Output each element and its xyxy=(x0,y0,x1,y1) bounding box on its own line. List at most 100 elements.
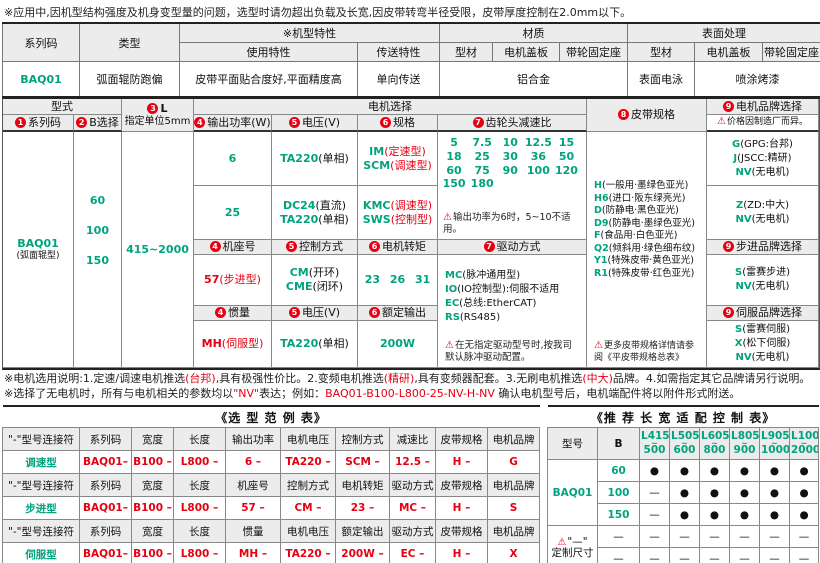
rec-cell: ● xyxy=(729,481,760,504)
rec-cell: ● xyxy=(788,503,820,526)
rec-header-l6: L1005~2000 xyxy=(788,427,820,460)
drive-mode-cell: MC(脉冲通用型) IO(IO控制型):伺服不适用 EC(总线:EtherCAT… xyxy=(438,255,587,368)
ex-h: 皮带规格 xyxy=(435,519,488,543)
ex-v: BAQ01– xyxy=(79,450,132,474)
header-output-power: 4 输出功率(W) xyxy=(194,115,272,132)
rec-header-l3: L605 ~800 xyxy=(699,427,730,460)
header-material: 材质 xyxy=(438,22,629,43)
warning-icon: ⚠ xyxy=(717,116,726,128)
header-motor-selection: 电机选择 xyxy=(194,99,587,115)
ex-v: MC – xyxy=(389,496,436,520)
ex-h: 长度 xyxy=(173,519,226,543)
rec-cell: ● xyxy=(669,459,700,482)
rec-cell: — xyxy=(669,525,700,548)
ex-v: L800 – xyxy=(173,496,226,520)
rec-b: — xyxy=(597,525,640,548)
ex-v: TA220 – xyxy=(280,450,336,474)
rec-cell: — xyxy=(729,525,760,548)
rec-b: 150 xyxy=(597,503,640,526)
ex-h: 控制方式 xyxy=(335,427,390,451)
header-machine-feature: ※机型特性 xyxy=(179,22,440,43)
header-motor-cover-2: 电机盖板 xyxy=(694,42,764,62)
drive-mode-note: ⚠在无指定驱动型号时,按我司默认脉冲驱动配置。 xyxy=(445,339,572,364)
header-drive-mode: 7 驱动方式 xyxy=(438,240,587,255)
ex-h: 电机品牌 xyxy=(486,519,541,543)
ex-h: "-"型号连接符 xyxy=(2,473,80,497)
ex-h: 减速比 xyxy=(389,427,436,451)
ex-h: 惯量 xyxy=(225,519,281,543)
ex-h: 控制方式 xyxy=(280,473,336,497)
header-frame-size: 4 机座号 xyxy=(194,240,272,255)
header-model-group: 型式 xyxy=(3,99,122,115)
warning-icon: ⚠ xyxy=(557,536,567,548)
marker-2-icon: 2 xyxy=(76,116,88,128)
marker-5-icon: 5 xyxy=(288,116,300,128)
type-value: 弧面辊防跑偏 xyxy=(79,61,180,98)
ex-h: 皮带规格 xyxy=(435,427,488,451)
header-transfer-feature: 传送特性 xyxy=(357,42,440,62)
material-value: 铝合金 xyxy=(438,61,629,98)
surface-paint-value: 喷涂烤漆 xyxy=(694,61,820,98)
rec-header-l2: L505 ~600 xyxy=(669,427,700,460)
marker-5-icon: 5 xyxy=(286,241,297,253)
header-voltage: 5 电压(V) xyxy=(272,115,358,132)
rec-cell: — xyxy=(729,547,760,563)
warning-icon: ⚠ xyxy=(443,211,452,223)
header-profile-2: 型材 xyxy=(627,42,696,62)
header-use-feature: 使用特性 xyxy=(179,42,358,62)
marker-3-icon: 3 xyxy=(147,102,159,114)
use-feature-value: 皮带平面贴合度好,平面精度高 xyxy=(179,61,358,98)
marker-9-icon: 9 xyxy=(723,307,734,319)
header-pulley-seat-2: 带轮固定座 xyxy=(762,42,820,62)
spec-row1-cell: IM(定速型) SCM(调速型) xyxy=(358,132,438,186)
rec-cell: ● xyxy=(759,503,790,526)
ex-h: 皮带规格 xyxy=(435,473,488,497)
header-gear-ratio: 7 齿轮头减速比 xyxy=(438,115,587,132)
rec-header-l4: L805 ~900 xyxy=(729,427,760,460)
rec-header-l1: L415 ~500 xyxy=(639,427,670,460)
ex-h: 电机品牌 xyxy=(486,473,541,497)
rec-custom-size-cell: ⚠"—" 定制尺寸 xyxy=(547,525,598,563)
ex-v: B100 – xyxy=(131,496,174,520)
header-type: 类型 xyxy=(79,22,180,62)
belt-spec-note: ⚠更多皮带规格详情请参阅《平皮带规格总表》 xyxy=(594,340,694,363)
marker-7-icon: 7 xyxy=(472,116,484,128)
rec-cell: — xyxy=(639,547,670,563)
header-motor-brand: 9 电机品牌选择 xyxy=(707,99,819,115)
ex-v: 23 – xyxy=(335,496,390,520)
ex-h: 宽度 xyxy=(131,473,174,497)
servo-inertia-cell: MH(伺服型) xyxy=(194,321,272,368)
rec-header-l5: L905 ~1000 xyxy=(759,427,790,460)
recommend-table-title: 《推 荐 长 宽 适 配 控 制 表》 xyxy=(547,405,819,428)
stepper-control-cell: CM(开环) CME(闭环) xyxy=(272,255,358,306)
marker-6-icon: 6 xyxy=(380,116,391,128)
ex-h: "-"型号连接符 xyxy=(2,427,80,451)
header-motor-torque: 6 电机转矩 xyxy=(358,240,438,255)
ex-h: 电机转矩 xyxy=(335,473,390,497)
ex-h: "-"型号连接符 xyxy=(2,519,80,543)
gear-ratio-note: ⚠输出功率为6时，5~10不适用。 xyxy=(443,211,571,236)
ex-h: 驱动方式 xyxy=(389,473,436,497)
b-options-cell: 60 100 150 xyxy=(74,132,122,368)
header-inertia: 4 惯量 xyxy=(194,306,272,321)
rec-cell: ● xyxy=(729,503,760,526)
rec-cell: ● xyxy=(669,481,700,504)
ex-h: 电机电压 xyxy=(280,427,336,451)
ex-h: 输出功率 xyxy=(225,427,281,451)
ex-v: BAQ01– xyxy=(79,542,132,563)
brand-price-note: ⚠价格因制造厂而异。 xyxy=(707,115,819,132)
marker-7-icon: 7 xyxy=(483,241,495,253)
ex-h: 系列码 xyxy=(79,519,132,543)
ex-h: 系列码 xyxy=(79,427,132,451)
rec-cell: — xyxy=(639,525,670,548)
ex-v: X xyxy=(486,542,541,563)
ex-v: G xyxy=(486,450,541,474)
ex-h: 长度 xyxy=(173,473,226,497)
header-control-mode: 5 控制方式 xyxy=(272,240,358,255)
ex-label-servo: 伺服型 xyxy=(2,542,80,563)
rec-model-cell: BAQ01 xyxy=(547,459,598,526)
recommended-size-table: 《推 荐 长 宽 适 配 控 制 表》 型号 B L415 ~500 L505 ~6… xyxy=(547,405,820,563)
marker-5-icon: 5 xyxy=(288,307,300,319)
